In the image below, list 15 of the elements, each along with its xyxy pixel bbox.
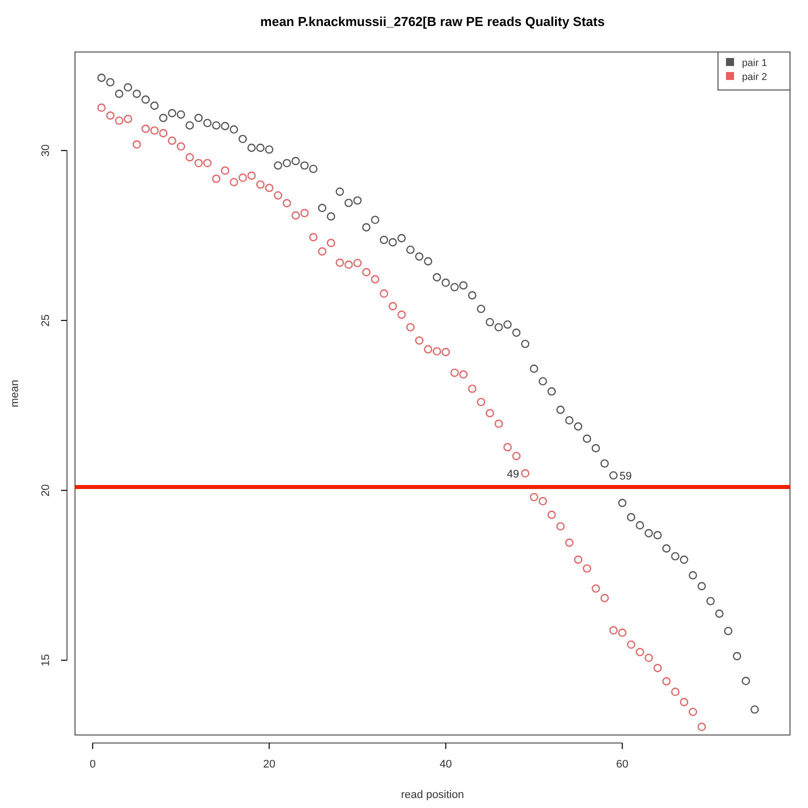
chart-title: mean P.knackmussii_2762[B raw PE reads Quality Stats — [260, 14, 605, 29]
legend-label: pair 1 — [742, 58, 768, 69]
y-tick-label: 20 — [40, 484, 52, 496]
x-tick-label: 0 — [90, 758, 96, 770]
y-axis-title: mean — [9, 380, 21, 408]
y-tick-label: 30 — [40, 144, 52, 157]
y-tick-label: 25 — [40, 314, 52, 327]
x-axis-title: read position — [401, 789, 464, 801]
legend-label: pair 2 — [742, 72, 768, 83]
annotation: 49 — [506, 468, 520, 480]
annotation: 59 — [619, 470, 632, 482]
x-tick-label: 40 — [440, 758, 452, 770]
x-tick-label: 60 — [616, 758, 628, 770]
y-tick-label: 15 — [40, 654, 52, 666]
x-tick-label: 20 — [263, 758, 276, 770]
